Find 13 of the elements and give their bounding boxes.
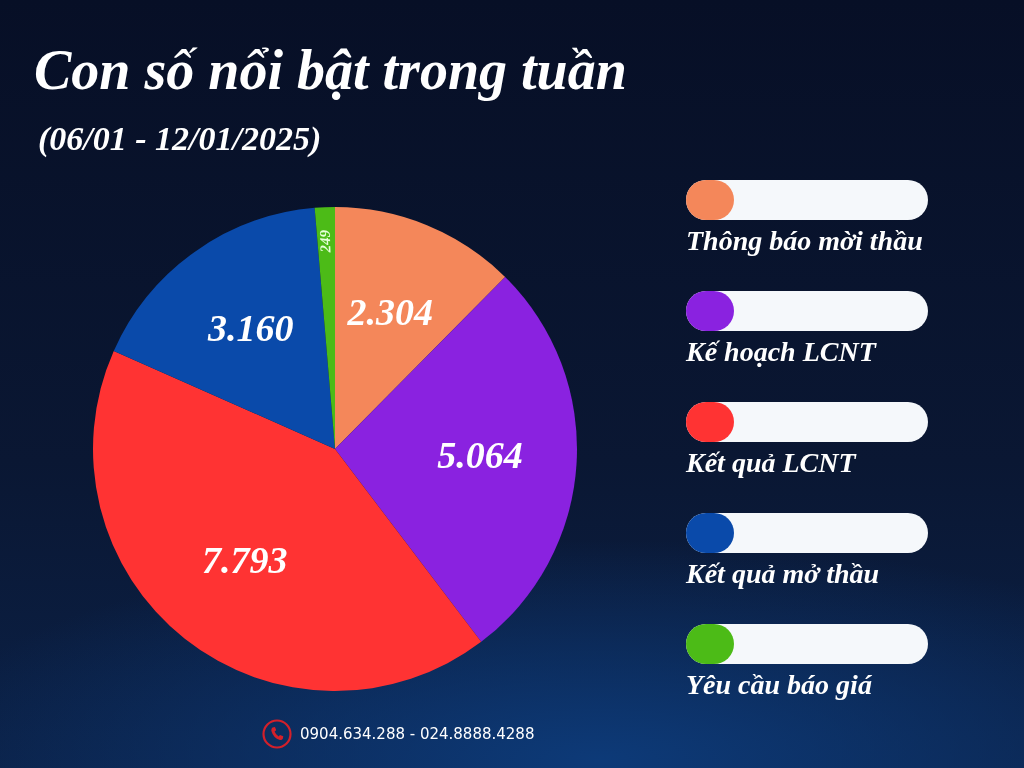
data-label: 5.064	[437, 434, 523, 477]
chart-subtitle: (06/01 - 12/01/2025)	[38, 120, 322, 158]
legend-label: Yêu cầu báo giá	[686, 669, 872, 701]
data-label: 3.160	[207, 306, 294, 349]
text: 0904.634.288 - 024.8888.4288	[300, 725, 535, 743]
data-label: 249	[316, 229, 334, 254]
data-label: 2.304	[346, 290, 433, 333]
legend-label: Kết quả LCNT	[686, 447, 856, 479]
legend-label: Kết quả mở thầu	[686, 558, 880, 590]
legend-label: Kế hoạch LCNT	[686, 336, 876, 368]
legend-label: Thông báo mời thầu	[686, 225, 923, 257]
chart-title: Con số nổi bật trong tuần	[34, 39, 627, 102]
data-label: 7.793	[202, 538, 288, 581]
